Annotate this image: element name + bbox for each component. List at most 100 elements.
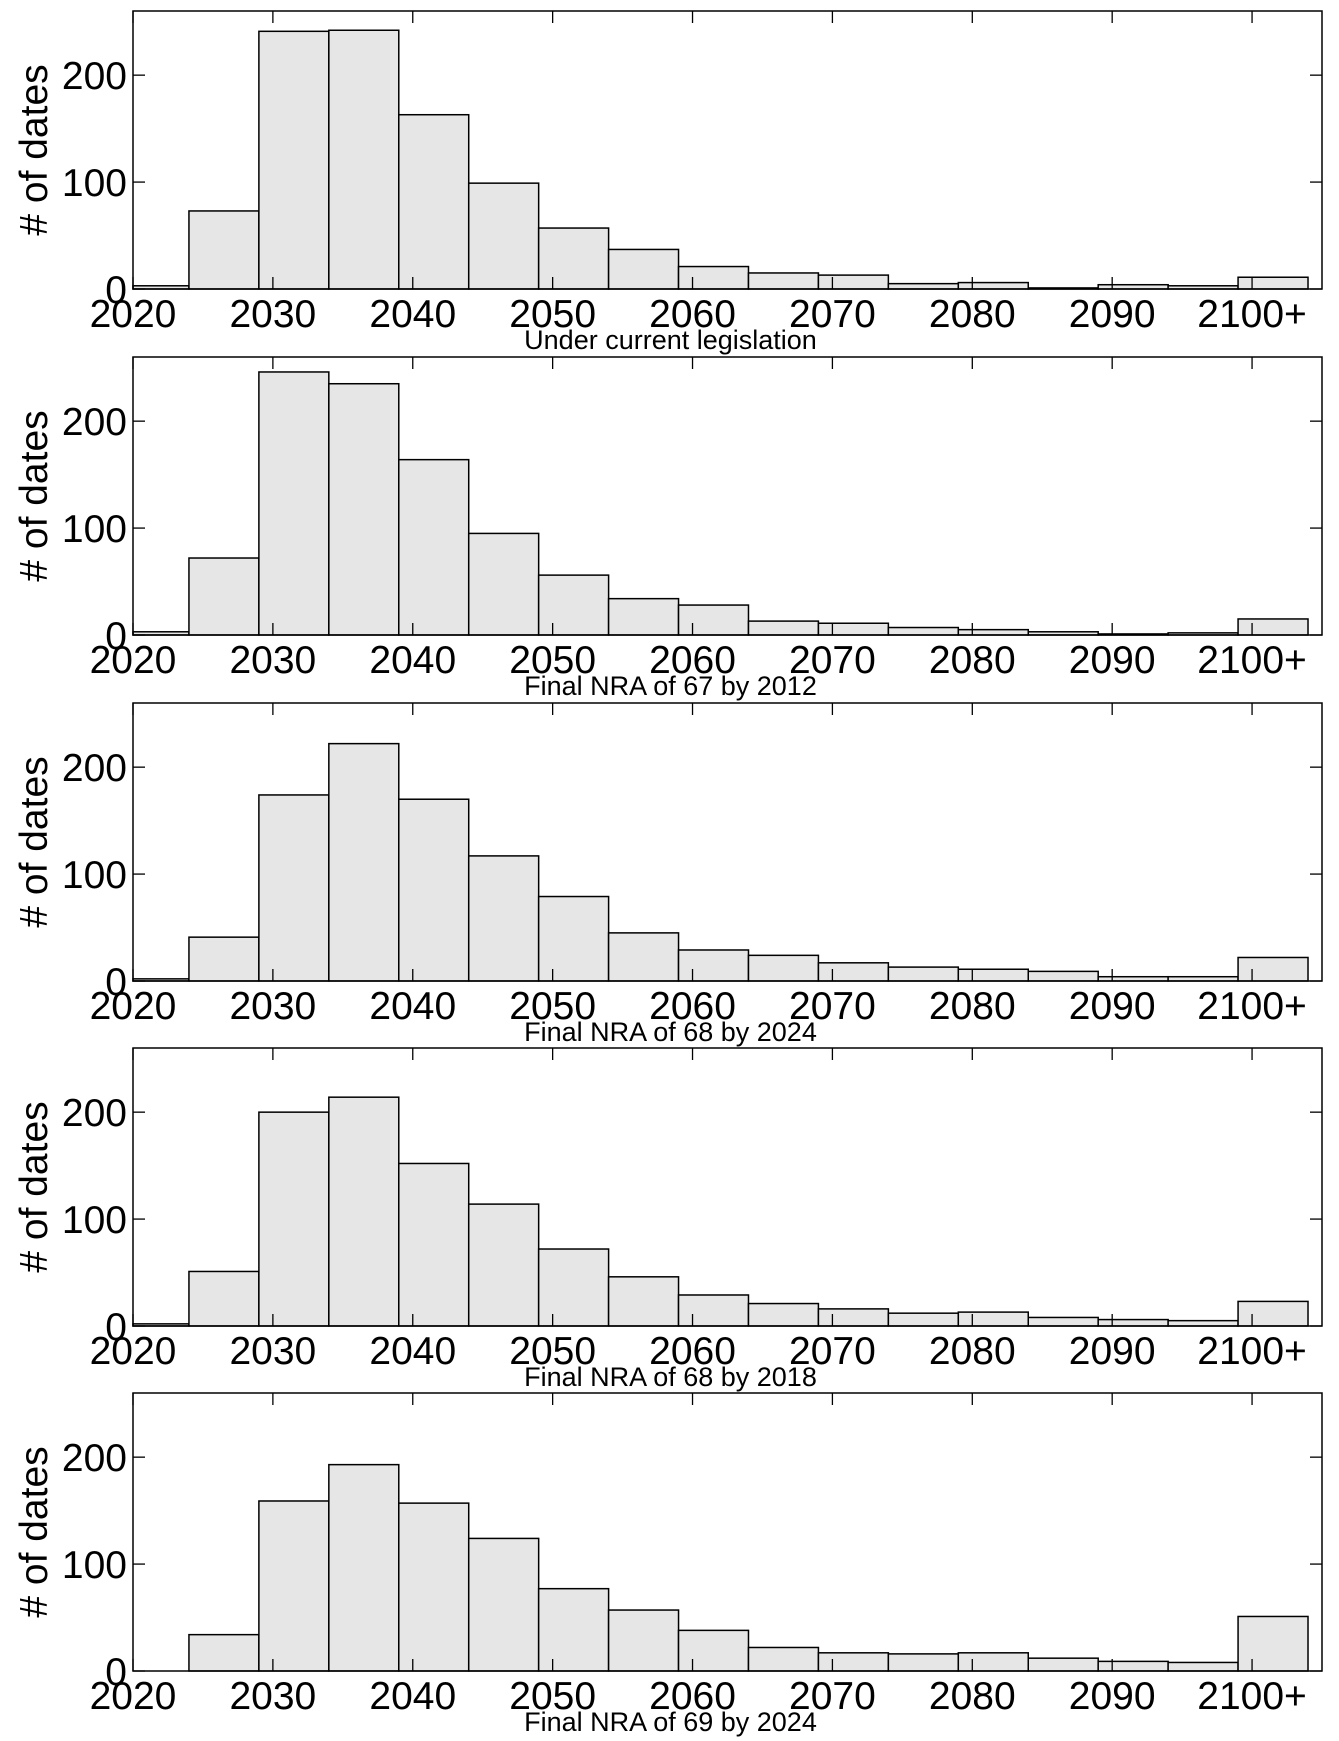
x-tick-label: 2040	[369, 985, 456, 1028]
histogram-bar	[1237, 1615, 1309, 1672]
histogram-bar	[817, 962, 890, 982]
histogram-bar	[887, 282, 960, 290]
histogram-bar	[328, 29, 400, 290]
x-tick-label: 2080	[929, 293, 1016, 336]
y-tick-label: 100	[62, 508, 127, 551]
histogram-bar	[887, 1312, 960, 1327]
x-tick-label: 2030	[229, 985, 316, 1028]
histogram-bar	[398, 113, 470, 290]
histogram-bar	[747, 620, 820, 636]
x-tick-label: 2020	[90, 293, 177, 336]
histogram-bar	[328, 1463, 400, 1672]
x-tick-label: 2040	[369, 1675, 456, 1718]
y-tick-label: 200	[62, 55, 127, 98]
y-tick-label: 100	[62, 854, 127, 897]
x-tick-label: 2060	[649, 639, 736, 682]
x-tick-label: 2070	[789, 639, 876, 682]
x-tick-label: 2100+	[1197, 639, 1307, 682]
x-tick-label: 2030	[229, 1675, 316, 1718]
x-tick-label: 2050	[509, 293, 596, 336]
y-axis-label: # of dates	[13, 1446, 56, 1617]
histogram-bar	[537, 1248, 610, 1327]
histogram-bar	[398, 1162, 470, 1327]
y-axis-label: # of dates	[13, 410, 56, 581]
histogram-bar	[747, 272, 820, 290]
histogram-bar	[1167, 1661, 1239, 1672]
chart-panel-3: 2020 2030 2040 2050 2060 2070 2080 2090 2100+ 0 10…	[13, 702, 1323, 1047]
histogram-bar	[467, 855, 540, 982]
y-tick-label: 100	[62, 162, 127, 205]
histogram-bar	[328, 742, 400, 982]
x-tick-label: 2020	[90, 1675, 177, 1718]
histogram-bar	[398, 458, 470, 636]
histogram-bar	[1097, 1318, 1169, 1327]
histogram-bar	[537, 227, 610, 290]
panel-subtitle: Final NRA of 67 by 2012	[524, 671, 817, 701]
histogram-bar	[258, 1111, 330, 1327]
histogram-bar	[1237, 956, 1309, 982]
histogram-bar	[887, 626, 960, 636]
y-tick-label: 0	[105, 1306, 127, 1349]
x-tick-label: 2020	[90, 639, 177, 682]
x-tick-label: 2090	[1069, 1330, 1156, 1373]
x-tick-label: 2040	[369, 639, 456, 682]
y-tick-label: 200	[62, 401, 127, 444]
histogram-bar	[607, 1276, 680, 1327]
histogram-bar	[747, 1302, 820, 1327]
histogram-bar	[957, 281, 1029, 290]
y-tick-label: 200	[62, 1437, 127, 1480]
x-tick-label: 2040	[369, 1330, 456, 1373]
histogram-bar	[957, 1311, 1029, 1327]
histogram-bar	[398, 798, 470, 982]
x-tick-label: 2070	[789, 1675, 876, 1718]
panel-subtitle: Final NRA of 68 by 2018	[524, 1362, 817, 1392]
histogram-bar	[1237, 1300, 1309, 1327]
axes-frame	[132, 10, 1323, 290]
x-tick-label: 2060	[649, 985, 736, 1028]
histogram-bar	[1027, 970, 1099, 982]
x-tick-label: 2090	[1069, 1675, 1156, 1718]
x-tick-label: 2080	[929, 639, 1016, 682]
histogram-bar	[467, 182, 540, 290]
histogram-bar	[1237, 276, 1309, 290]
histogram-bar	[1097, 1660, 1169, 1672]
y-axis-label: # of dates	[13, 1101, 56, 1272]
x-tick-label: 2020	[90, 985, 177, 1028]
axes-frame	[132, 702, 1323, 982]
x-tick-label: 2060	[649, 1675, 736, 1718]
x-tick-label: 2090	[1069, 639, 1156, 682]
histogram-bar	[677, 949, 750, 982]
chart-panel-2: 2020 2030 2040 2050 2060 2070 2080 2090 2100+ 0 10…	[13, 356, 1323, 701]
x-tick-label: 2100+	[1197, 1330, 1307, 1373]
x-tick-label: 2050	[509, 639, 596, 682]
panel-subtitle: Under current legislation	[524, 325, 817, 355]
chart-panel-5: 2020 2030 2040 2050 2060 2070 2080 2090 2100+ 0 10…	[13, 1392, 1323, 1737]
histogram-bar	[957, 968, 1029, 982]
histogram-bar	[258, 1500, 330, 1672]
histogram-bar	[1167, 1319, 1239, 1327]
axes-frame	[132, 356, 1323, 636]
histogram-bar	[188, 1633, 260, 1672]
panel-subtitle: Final NRA of 68 by 2024	[524, 1017, 817, 1047]
histogram-bar	[677, 1629, 750, 1672]
chart-panel-1: 2020 2030 2040 2050 2060 2070 2080 2090 2100+ 0 10…	[13, 10, 1323, 355]
x-tick-label: 2030	[229, 1330, 316, 1373]
x-tick-label: 2030	[229, 293, 316, 336]
y-axis-label: # of dates	[13, 64, 56, 235]
bars-group	[188, 1463, 1309, 1672]
histogram-bar	[188, 210, 260, 290]
bars-group	[132, 29, 1309, 290]
axes-frame	[132, 1047, 1323, 1327]
x-tick-label: 2090	[1069, 293, 1156, 336]
x-tick-label: 2060	[649, 1330, 736, 1373]
x-tick-label: 2040	[369, 293, 456, 336]
y-tick-label: 100	[62, 1199, 127, 1242]
x-tick-label: 2070	[789, 1330, 876, 1373]
histogram-bar	[957, 628, 1029, 636]
histogram-bar	[467, 1537, 540, 1672]
histogram-bar	[677, 265, 750, 290]
y-tick-label: 200	[62, 747, 127, 790]
bars-group	[132, 742, 1309, 982]
histogram-bar	[817, 274, 890, 290]
y-tick-label: 0	[105, 269, 127, 312]
